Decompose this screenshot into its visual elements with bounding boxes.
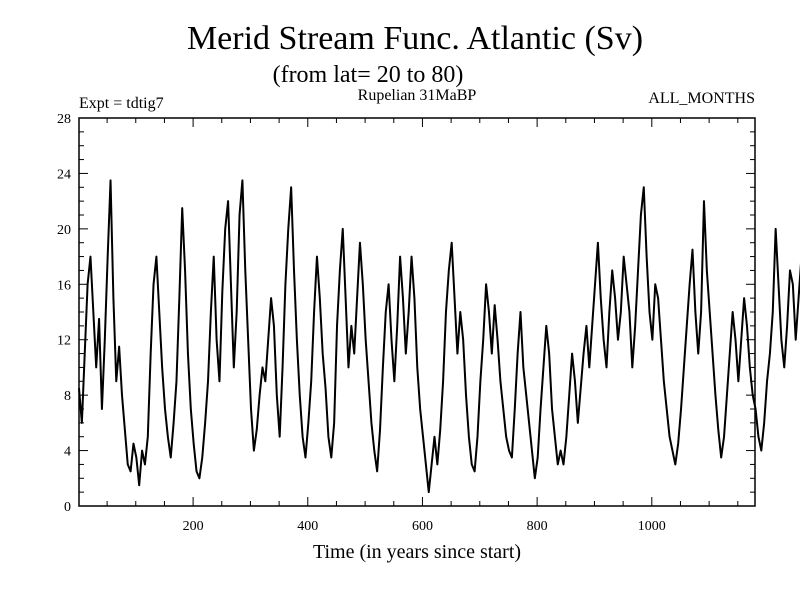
x-tick-label: 1000 <box>638 519 666 534</box>
months-label: ALL_MONTHS <box>648 90 755 107</box>
y-tick-label: 0 <box>64 500 71 515</box>
y-tick-label: 12 <box>57 334 71 349</box>
y-tick-label: 8 <box>64 389 71 404</box>
period-label: Rupelian 31MaBP <box>358 87 477 104</box>
y-tick-label: 20 <box>57 223 71 238</box>
experiment-label: Expt = tdtig7 <box>79 95 164 112</box>
x-axis: 200 400 600 800 1000 <box>106 118 739 534</box>
x-axis-label: Time (in years since start) <box>313 541 521 563</box>
chart-subtitle: (from lat= 20 to 80) <box>273 62 464 88</box>
y-tick-label: 24 <box>57 167 71 182</box>
series-line <box>78 179 800 494</box>
chart-title: Merid Stream Func. Atlantic (Sv) <box>187 20 643 57</box>
x-tick-label: 600 <box>412 519 433 534</box>
x-tick-label: 800 <box>527 519 548 534</box>
y-tick-label: 28 <box>57 112 71 127</box>
y-tick-label: 4 <box>64 445 71 460</box>
plot-frame <box>78 117 756 507</box>
x-tick-label: 200 <box>183 519 204 534</box>
x-tick-label: 400 <box>297 519 318 534</box>
y-tick-label: 16 <box>57 278 71 293</box>
